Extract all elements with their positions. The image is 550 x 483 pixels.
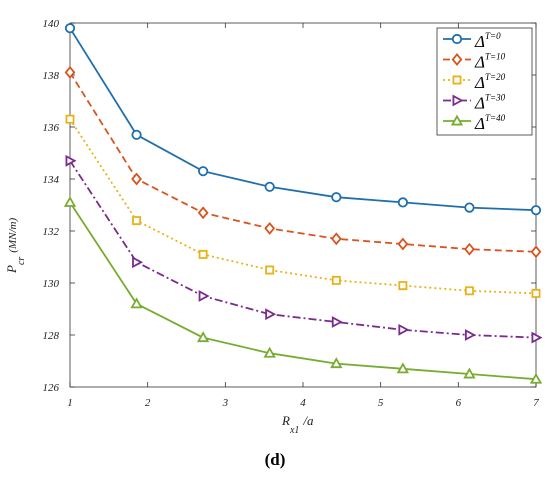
y-tick-label: 132: [43, 226, 60, 238]
data-point: [265, 308, 277, 321]
legend-label: ΔT=30: [474, 93, 506, 113]
series-group: [63, 23, 543, 384]
legend-label: ΔT=10: [474, 52, 506, 72]
series-t-40: [63, 195, 543, 384]
data-point: [464, 242, 475, 256]
data-point: [530, 205, 542, 216]
y-tick-label: 130: [43, 278, 60, 290]
data-point: [464, 329, 476, 341]
series-t-0: [64, 23, 542, 216]
data-point: [132, 256, 144, 269]
series-line: [69, 160, 537, 339]
data-point: [452, 75, 462, 85]
data-point: [397, 237, 409, 251]
data-point: [464, 202, 475, 213]
data-point: [450, 114, 464, 126]
legend-entry: ΔT=30: [443, 93, 506, 113]
legend-entry: ΔT=0: [443, 31, 501, 51]
legend-entry: ΔT=40: [443, 113, 506, 133]
data-point: [65, 154, 77, 167]
data-point: [131, 129, 142, 140]
data-point: [331, 275, 341, 285]
line-chart: 1 2 3 4 5 6 7 126 128 130 132 134 136 138 140 ΔT=0ΔT=1…: [4, 18, 543, 436]
series-line: [69, 71, 537, 253]
data-point: [330, 232, 342, 246]
y-tick-label: 136: [43, 122, 60, 134]
series-t-20: [65, 114, 541, 298]
x-tick-label: 1: [67, 397, 73, 409]
data-point: [130, 297, 143, 309]
y-tick-label: 134: [43, 174, 60, 186]
data-point: [198, 166, 209, 177]
axis-labels: Rx1/a Pcr(MN/m): [4, 218, 314, 436]
data-point: [64, 65, 76, 79]
x-tick-label: 7: [533, 397, 539, 409]
data-point: [263, 346, 276, 358]
data-point: [131, 172, 142, 186]
data-point: [64, 23, 76, 34]
y-tick-label: 140: [43, 18, 60, 30]
data-point: [463, 367, 476, 379]
data-point: [398, 323, 410, 336]
x-axis-label: Rx1/a: [281, 413, 314, 436]
data-point: [529, 372, 543, 384]
data-point: [451, 33, 463, 45]
data-point: [464, 286, 474, 296]
legend-label: ΔT=20: [474, 72, 506, 92]
legend-entry: ΔT=20: [443, 72, 506, 92]
y-tick-label: 138: [43, 70, 60, 82]
series-line: [69, 201, 537, 381]
x-tick-label: 5: [378, 397, 384, 409]
y-tick-label: 128: [43, 330, 60, 342]
data-point: [198, 290, 210, 302]
data-point: [264, 221, 276, 235]
data-point: [530, 245, 542, 259]
legend-label: ΔT=0: [474, 31, 501, 51]
y-axis-label: Pcr(MN/m): [4, 218, 27, 274]
legend-entry: ΔT=10: [443, 52, 506, 72]
x-tick-label: 6: [456, 397, 462, 409]
x-tick-label: 4: [300, 397, 306, 409]
legend-label: ΔT=40: [474, 113, 506, 133]
data-point: [398, 281, 408, 291]
data-point: [331, 192, 342, 203]
data-point: [330, 357, 343, 369]
data-point: [264, 181, 275, 192]
series-line: [69, 27, 537, 212]
data-point: [397, 197, 408, 208]
data-point: [132, 216, 142, 226]
data-point: [197, 206, 209, 220]
data-point: [265, 265, 275, 275]
data-point: [396, 362, 410, 374]
data-point: [451, 53, 463, 66]
x-tick-label: 3: [222, 397, 229, 409]
data-point: [452, 94, 464, 107]
data-point: [65, 114, 75, 124]
panel-label: (d): [264, 450, 286, 469]
data-point: [63, 195, 77, 207]
y-tick-label: 126: [43, 382, 60, 394]
series-t-30: [65, 154, 543, 344]
data-point: [196, 331, 210, 343]
data-point: [331, 316, 343, 328]
data-point: [198, 249, 208, 259]
data-point: [531, 288, 541, 298]
data-point: [531, 331, 543, 344]
series-t-10: [64, 65, 542, 259]
x-tick-label: 2: [145, 397, 151, 409]
